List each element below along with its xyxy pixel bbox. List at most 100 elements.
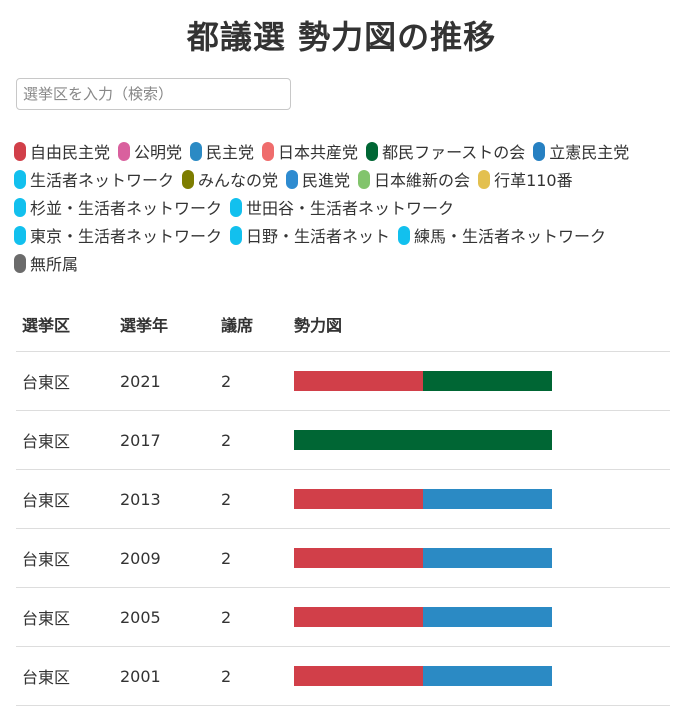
legend-label: 民主党 xyxy=(206,143,255,162)
legend-swatch xyxy=(230,225,243,245)
cell-year: 2009 xyxy=(114,528,215,588)
party-legend: 自由民主党 公明党 民主党 日本共産党 都民ファーストの会 立憲民主党生活者ネットワーク み… xyxy=(14,140,674,274)
table-row: 台東区 2013 2 xyxy=(16,469,670,529)
search-input[interactable] xyxy=(16,78,291,110)
legend-label: 無所属 xyxy=(30,255,79,274)
cell-year: 2001 xyxy=(114,646,215,706)
legend-item: 世田谷・生活者ネットワーク xyxy=(230,196,454,218)
seat-segment xyxy=(294,430,423,450)
legend-swatch xyxy=(478,169,491,189)
seat-segment xyxy=(423,666,552,686)
cell-district: 台東区 xyxy=(16,587,114,647)
cell-power-chart xyxy=(288,646,670,706)
seat-segment xyxy=(423,371,552,391)
legend-swatch xyxy=(182,169,195,189)
seat-segment xyxy=(294,607,423,627)
cell-power-chart xyxy=(288,528,670,588)
legend-label: 行革110番 xyxy=(494,171,573,190)
legend-item: 生活者ネットワーク xyxy=(14,168,174,190)
page-title: 都議選 勢力図の推移 xyxy=(186,18,497,56)
cell-year: 2013 xyxy=(114,469,215,529)
legend-swatch xyxy=(14,141,26,161)
cell-seats: 2 xyxy=(215,646,288,706)
legend-label: 民進党 xyxy=(302,171,351,190)
seat-bar xyxy=(294,489,552,509)
cell-power-chart xyxy=(288,469,670,529)
seat-segment xyxy=(423,430,552,450)
cell-seats: 2 xyxy=(215,410,288,470)
legend-item: 都民ファーストの会 xyxy=(366,140,525,162)
table-row: 台東区 2021 2 xyxy=(16,351,670,411)
legend-label: 杉並・生活者ネットワーク xyxy=(30,199,223,218)
legend-swatch xyxy=(358,169,371,189)
results-table: 選挙区 選挙年 議席 勢力図 台東区 2021 2 台東区 2017 2 台東区 2013 2 台… xyxy=(16,296,670,706)
legend-label: 東京・生活者ネットワーク xyxy=(30,227,223,246)
cell-power-chart xyxy=(288,587,670,647)
cell-seats: 2 xyxy=(215,587,288,647)
seat-segment xyxy=(294,489,423,509)
legend-swatch xyxy=(14,253,26,273)
legend-item: みんなの党 xyxy=(182,168,278,190)
cell-seats: 2 xyxy=(215,469,288,529)
legend-label: 世田谷・生活者ネットワーク xyxy=(246,199,455,218)
legend-item: 東京・生活者ネットワーク xyxy=(14,224,222,246)
cell-year: 2021 xyxy=(114,351,215,411)
table-row: 台東区 2001 2 xyxy=(16,646,670,706)
legend-label: 自由民主党 xyxy=(30,143,111,162)
legend-item: 公明党 xyxy=(118,140,182,162)
legend-swatch xyxy=(14,225,26,245)
legend-swatch xyxy=(286,169,299,189)
header-year: 選挙年 xyxy=(114,296,215,352)
seat-segment xyxy=(423,489,552,509)
table-row: 台東区 2005 2 xyxy=(16,587,670,647)
seat-segment xyxy=(294,548,423,568)
cell-district: 台東区 xyxy=(16,351,114,411)
legend-item: 杉並・生活者ネットワーク xyxy=(14,196,222,218)
cell-district: 台東区 xyxy=(16,528,114,588)
legend-item: 日野・生活者ネット xyxy=(230,224,390,246)
legend-swatch xyxy=(366,141,379,161)
legend-label: 日本維新の会 xyxy=(374,171,471,190)
legend-swatch xyxy=(14,169,26,189)
table-row: 台東区 2009 2 xyxy=(16,528,670,588)
legend-item: 立憲民主党 xyxy=(533,140,629,162)
seat-segment xyxy=(423,548,552,568)
cell-district: 台東区 xyxy=(16,410,114,470)
seat-segment xyxy=(294,371,423,391)
header-power-chart: 勢力図 xyxy=(288,296,670,352)
header-seats: 議席 xyxy=(215,296,288,352)
cell-seats: 2 xyxy=(215,351,288,411)
seat-bar xyxy=(294,548,552,568)
legend-label: 日本共産党 xyxy=(278,143,359,162)
cell-power-chart xyxy=(288,410,670,470)
legend-item: 自由民主党 xyxy=(14,140,110,162)
legend-swatch xyxy=(230,197,243,217)
legend-label: 練馬・生活者ネットワーク xyxy=(414,227,607,246)
seat-bar xyxy=(294,430,552,450)
legend-label: 生活者ネットワーク xyxy=(30,171,175,190)
cell-district: 台東区 xyxy=(16,646,114,706)
search-box xyxy=(16,78,291,110)
legend-swatch xyxy=(533,141,546,161)
seat-segment xyxy=(423,607,552,627)
legend-item: 行革110番 xyxy=(478,168,573,190)
legend-label: 日野・生活者ネット xyxy=(246,227,391,246)
legend-item: 民主党 xyxy=(190,140,254,162)
seat-bar xyxy=(294,607,552,627)
seat-bar xyxy=(294,371,552,391)
seat-segment xyxy=(294,666,423,686)
legend-label: みんなの党 xyxy=(198,171,279,190)
legend-item: 民進党 xyxy=(286,168,350,190)
legend-swatch xyxy=(262,141,275,161)
legend-item: 練馬・生活者ネットワーク xyxy=(398,224,606,246)
table-row: 台東区 2017 2 xyxy=(16,410,670,470)
legend-item: 日本共産党 xyxy=(262,140,358,162)
legend-label: 都民ファーストの会 xyxy=(382,143,526,162)
seat-bar xyxy=(294,666,552,686)
header-district: 選挙区 xyxy=(16,296,114,352)
cell-power-chart xyxy=(288,351,670,411)
table-header-row: 選挙区 選挙年 議席 勢力図 xyxy=(16,296,670,352)
legend-item: 無所属 xyxy=(14,252,78,274)
legend-item: 日本維新の会 xyxy=(358,168,470,190)
legend-label: 公明党 xyxy=(134,143,183,162)
